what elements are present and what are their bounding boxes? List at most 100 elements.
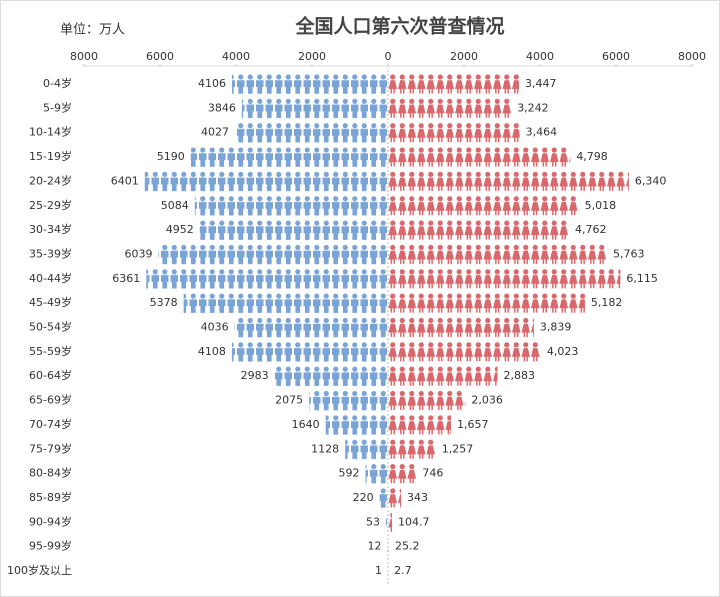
data-label: 5,182 — [591, 296, 623, 309]
data-label: 220 — [353, 491, 374, 504]
y-tick-label: 95-99岁 — [29, 539, 72, 553]
bar — [158, 244, 388, 265]
unit-label: 单位：万人 — [60, 23, 125, 38]
y-tick-label: 25-29岁 — [29, 198, 72, 212]
y-tick-label: 50-54岁 — [29, 320, 72, 334]
data-label: 3,464 — [526, 126, 558, 139]
bar — [388, 122, 520, 143]
bar — [365, 463, 388, 484]
y-tick-label: 65-69岁 — [29, 393, 72, 407]
bar — [388, 244, 607, 265]
y-tick-label: 35-39岁 — [29, 246, 72, 260]
bar — [241, 98, 388, 119]
y-tick-label: 45-49岁 — [29, 295, 72, 309]
data-label: 5084 — [161, 199, 189, 212]
bar — [388, 171, 629, 192]
data-label: 4,798 — [576, 150, 608, 163]
y-tick-label: 80-84岁 — [29, 466, 72, 480]
data-label: 6,340 — [635, 174, 667, 187]
bar — [183, 293, 388, 314]
y-tick-label: 0-4岁 — [43, 76, 72, 90]
bar — [388, 74, 519, 94]
bar — [146, 268, 388, 289]
data-label: 2,883 — [504, 369, 535, 382]
y-tick-label: 85-89岁 — [29, 490, 72, 504]
x-tick-label: 0 — [385, 50, 392, 63]
bar — [345, 439, 388, 460]
bar — [388, 536, 389, 557]
data-label: 1128 — [311, 442, 339, 455]
data-label: 4,762 — [575, 223, 607, 236]
bar — [388, 487, 402, 508]
x-tick-label: 4000 — [526, 50, 554, 63]
y-tick-label: 60-64岁 — [29, 368, 72, 382]
bar — [388, 439, 436, 460]
data-label: 592 — [339, 467, 360, 480]
y-tick-label: 20-24岁 — [29, 173, 72, 187]
bar — [385, 512, 388, 533]
bar — [388, 147, 571, 168]
bar — [190, 147, 388, 168]
data-label: 3,839 — [540, 321, 572, 334]
bar — [234, 317, 388, 338]
data-label: 2.7 — [394, 564, 412, 577]
data-label: 5,763 — [613, 247, 645, 260]
y-tick-label: 15-19岁 — [29, 149, 72, 163]
bar — [388, 366, 498, 387]
y-tick-label: 40-44岁 — [29, 271, 72, 285]
y-tick-label: 55-59岁 — [29, 344, 72, 358]
x-tick-label: 8000 — [70, 50, 98, 63]
data-label: 6361 — [112, 272, 140, 285]
bar — [388, 390, 466, 411]
bar — [144, 171, 388, 192]
data-label: 1,257 — [442, 442, 474, 455]
y-tick-label: 5-9岁 — [43, 100, 72, 114]
y-tick-label: 90-94岁 — [29, 514, 72, 528]
bar — [199, 220, 388, 241]
bar — [388, 512, 392, 533]
data-label: 6401 — [111, 174, 139, 187]
data-label: 3,447 — [525, 77, 557, 90]
bar — [388, 98, 512, 119]
x-tick-label: 6000 — [146, 50, 174, 63]
bar — [234, 122, 388, 143]
data-label: 343 — [407, 491, 428, 504]
y-tick-label: 100岁及以上 — [7, 563, 72, 577]
bar — [274, 366, 388, 387]
data-label: 5190 — [157, 150, 185, 163]
x-tick-label: 6000 — [602, 50, 630, 63]
bar — [379, 487, 388, 508]
data-label: 4036 — [201, 321, 229, 334]
data-label: 2983 — [241, 369, 269, 382]
data-label: 12 — [368, 540, 382, 553]
data-label: 2075 — [275, 394, 303, 407]
data-label: 6,115 — [626, 272, 658, 285]
bar — [388, 268, 621, 289]
data-label: 6039 — [125, 247, 153, 260]
data-label: 746 — [422, 467, 443, 480]
y-tick-label: 70-74岁 — [29, 417, 72, 431]
data-label: 3846 — [208, 101, 236, 114]
bar — [325, 414, 388, 435]
bar — [194, 195, 388, 216]
chart-title: 全国人口第六次普查情况 — [294, 15, 504, 38]
data-label: 5378 — [150, 296, 178, 309]
data-label: 1,657 — [457, 418, 489, 431]
data-label: 4952 — [166, 223, 194, 236]
data-label: 2,036 — [471, 394, 503, 407]
bar — [388, 220, 569, 241]
y-tick-label: 10-14岁 — [29, 125, 72, 139]
data-label: 3,242 — [517, 101, 549, 114]
data-label: 1640 — [292, 418, 320, 431]
bar — [231, 74, 388, 94]
bar — [388, 317, 534, 338]
data-label: 53 — [366, 515, 380, 528]
y-tick-label: 75-79岁 — [29, 441, 72, 455]
y-tick-label: 30-34岁 — [29, 222, 72, 236]
data-label: 1 — [375, 564, 382, 577]
data-label: 4106 — [198, 77, 226, 90]
bar — [231, 341, 388, 362]
bar — [388, 293, 585, 314]
x-tick-label: 8000 — [678, 50, 706, 63]
